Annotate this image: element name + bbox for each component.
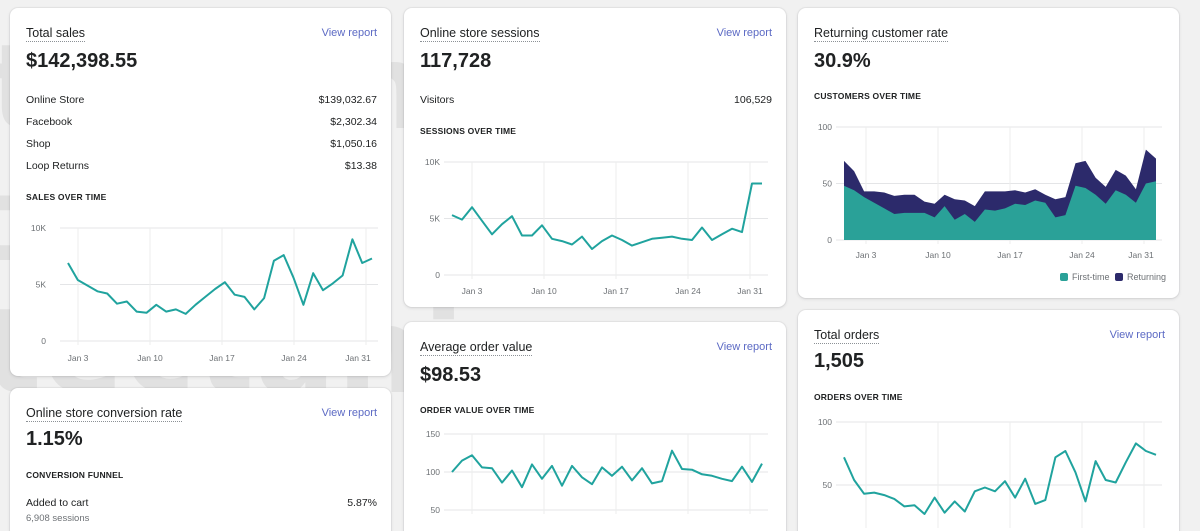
y-tick-label: 50: [431, 505, 441, 515]
sales-channel-row: Facebook $2,302.34: [26, 116, 377, 128]
channel-value: $13.38: [344, 160, 377, 172]
sales-chart-title: SALES OVER TIME: [26, 192, 107, 202]
customers-chart-title: CUSTOMERS OVER TIME: [814, 91, 922, 101]
conversion-funnel-title: CONVERSION FUNNEL: [26, 470, 124, 480]
orders-over-time-chart: 100 50: [818, 417, 1162, 528]
sessions-title: Online store sessions: [420, 26, 540, 42]
sessions-value: 117,728: [420, 50, 492, 72]
y-tick-label: 100: [818, 417, 832, 427]
y-tick-label: 150: [426, 429, 440, 439]
order-value-over-time-chart: 150 100 50: [426, 429, 768, 515]
x-tick-label: Jan 17: [209, 353, 235, 363]
y-tick-label: 0: [435, 270, 440, 280]
x-tick-label: Jan 3: [856, 250, 877, 260]
y-tick-label: 0: [41, 336, 46, 346]
channel-value: $139,032.67: [318, 94, 377, 106]
sessions-view-report-link[interactable]: View report: [716, 27, 772, 39]
total-sales-value: $142,398.55: [26, 50, 138, 72]
aov-view-report-link[interactable]: View report: [716, 341, 772, 353]
y-tick-label: 0: [827, 235, 832, 245]
x-tick-label: Jan 17: [603, 286, 629, 296]
legend-returning-label: Returning: [1127, 272, 1167, 282]
returning-swatch-icon: [1115, 273, 1123, 281]
orders-chart-title: ORDERS OVER TIME: [814, 392, 903, 402]
series-line: [451, 182, 762, 250]
total-sales-title: Total sales: [26, 26, 86, 42]
conversion-title: Online store conversion rate: [26, 406, 183, 422]
sales-channel-row: Shop $1,050.16: [26, 138, 377, 150]
orders-value: 1,505: [814, 350, 865, 372]
legend-first-time: First-time: [1060, 272, 1110, 282]
conversion-rate-card: Online store conversion rate View report…: [10, 388, 391, 531]
x-tick-label: Jan 24: [1069, 250, 1095, 260]
x-tick-label: Jan 31: [345, 353, 371, 363]
series-line: [843, 442, 1157, 515]
x-tick-label: Jan 17: [997, 250, 1023, 260]
visitors-label: Visitors: [420, 94, 455, 106]
sales-channel-row: Online Store $139,032.67: [26, 94, 377, 106]
returning-rate-value: 30.9%: [814, 50, 871, 72]
series-line: [451, 449, 763, 489]
aov-title: Average order value: [420, 340, 533, 356]
funnel-label: Added to cart: [26, 497, 89, 509]
channel-value: $2,302.34: [330, 116, 377, 128]
total-sales-view-report-link[interactable]: View report: [321, 27, 377, 39]
returning-rate-card: Returning customer rate 30.9% CUSTOMERS …: [798, 8, 1179, 298]
y-tick-label: 100: [426, 467, 440, 477]
sessions-chart-title: SESSIONS OVER TIME: [420, 126, 517, 136]
conversion-view-report-link[interactable]: View report: [321, 407, 377, 419]
channel-label: Facebook: [26, 116, 73, 128]
channel-label: Loop Returns: [26, 160, 90, 172]
returning-rate-title: Returning customer rate: [814, 26, 949, 42]
series-line: [67, 238, 373, 315]
channel-label: Shop: [26, 138, 51, 150]
conversion-value: 1.15%: [26, 428, 83, 450]
channel-value: $1,050.16: [330, 138, 377, 150]
y-tick-label: 100: [818, 122, 832, 132]
total-sales-card: Total sales View report $142,398.55 Onli…: [10, 8, 391, 376]
legend-first-time-label: First-time: [1072, 272, 1110, 282]
online-sessions-card: Online store sessions View report 117,72…: [404, 8, 786, 307]
y-tick-label: 50: [823, 179, 833, 189]
sales-over-time-chart: 10K 5K 0 Jan 3 Jan 10 Jan 17 Jan 24 Jan 31: [31, 223, 378, 363]
x-tick-label: Jan 10: [531, 286, 557, 296]
y-tick-label: 10K: [31, 223, 46, 233]
visitors-row: Visitors 106,529: [420, 94, 772, 106]
aov-chart-title: ORDER VALUE OVER TIME: [420, 405, 535, 415]
x-tick-label: Jan 3: [68, 353, 89, 363]
y-tick-label: 5K: [430, 214, 441, 224]
x-tick-label: Jan 31: [1128, 250, 1154, 260]
x-tick-label: Jan 10: [925, 250, 951, 260]
aov-value: $98.53: [420, 364, 482, 386]
legend-returning: Returning: [1115, 272, 1166, 282]
y-tick-label: 50: [823, 480, 833, 490]
sales-channel-row: Loop Returns $13.38: [26, 160, 377, 172]
x-tick-label: Jan 3: [462, 286, 483, 296]
funnel-value: 5.87%: [347, 497, 377, 509]
x-tick-label: Jan 10: [137, 353, 163, 363]
x-tick-label: Jan 31: [737, 286, 763, 296]
channel-label: Online Store: [26, 94, 85, 106]
aov-card: Average order value View report $98.53 O…: [404, 322, 786, 531]
x-tick-label: Jan 24: [281, 353, 307, 363]
y-tick-label: 10K: [425, 157, 440, 167]
orders-view-report-link[interactable]: View report: [1109, 329, 1165, 341]
visitors-value: 106,529: [734, 94, 772, 106]
orders-title: Total orders: [814, 328, 880, 344]
x-tick-label: Jan 24: [675, 286, 701, 296]
total-orders-card: Total orders View report 1,505 ORDERS OV…: [798, 310, 1179, 531]
sessions-over-time-chart: 10K 5K 0 Jan 3 Jan 10 Jan 17 Jan 24 Jan 31: [425, 157, 768, 296]
first-time-area: [844, 181, 1156, 240]
funnel-row: Added to cart 5.87%: [26, 497, 377, 509]
customers-over-time-chart: 100 50 0 Jan 3 Jan 10 Jan 17 Jan 24 Jan 31: [818, 122, 1162, 260]
y-tick-label: 5K: [36, 280, 47, 290]
first-time-swatch-icon: [1060, 273, 1068, 281]
funnel-sessions-note: 6,908 sessions: [26, 513, 90, 524]
